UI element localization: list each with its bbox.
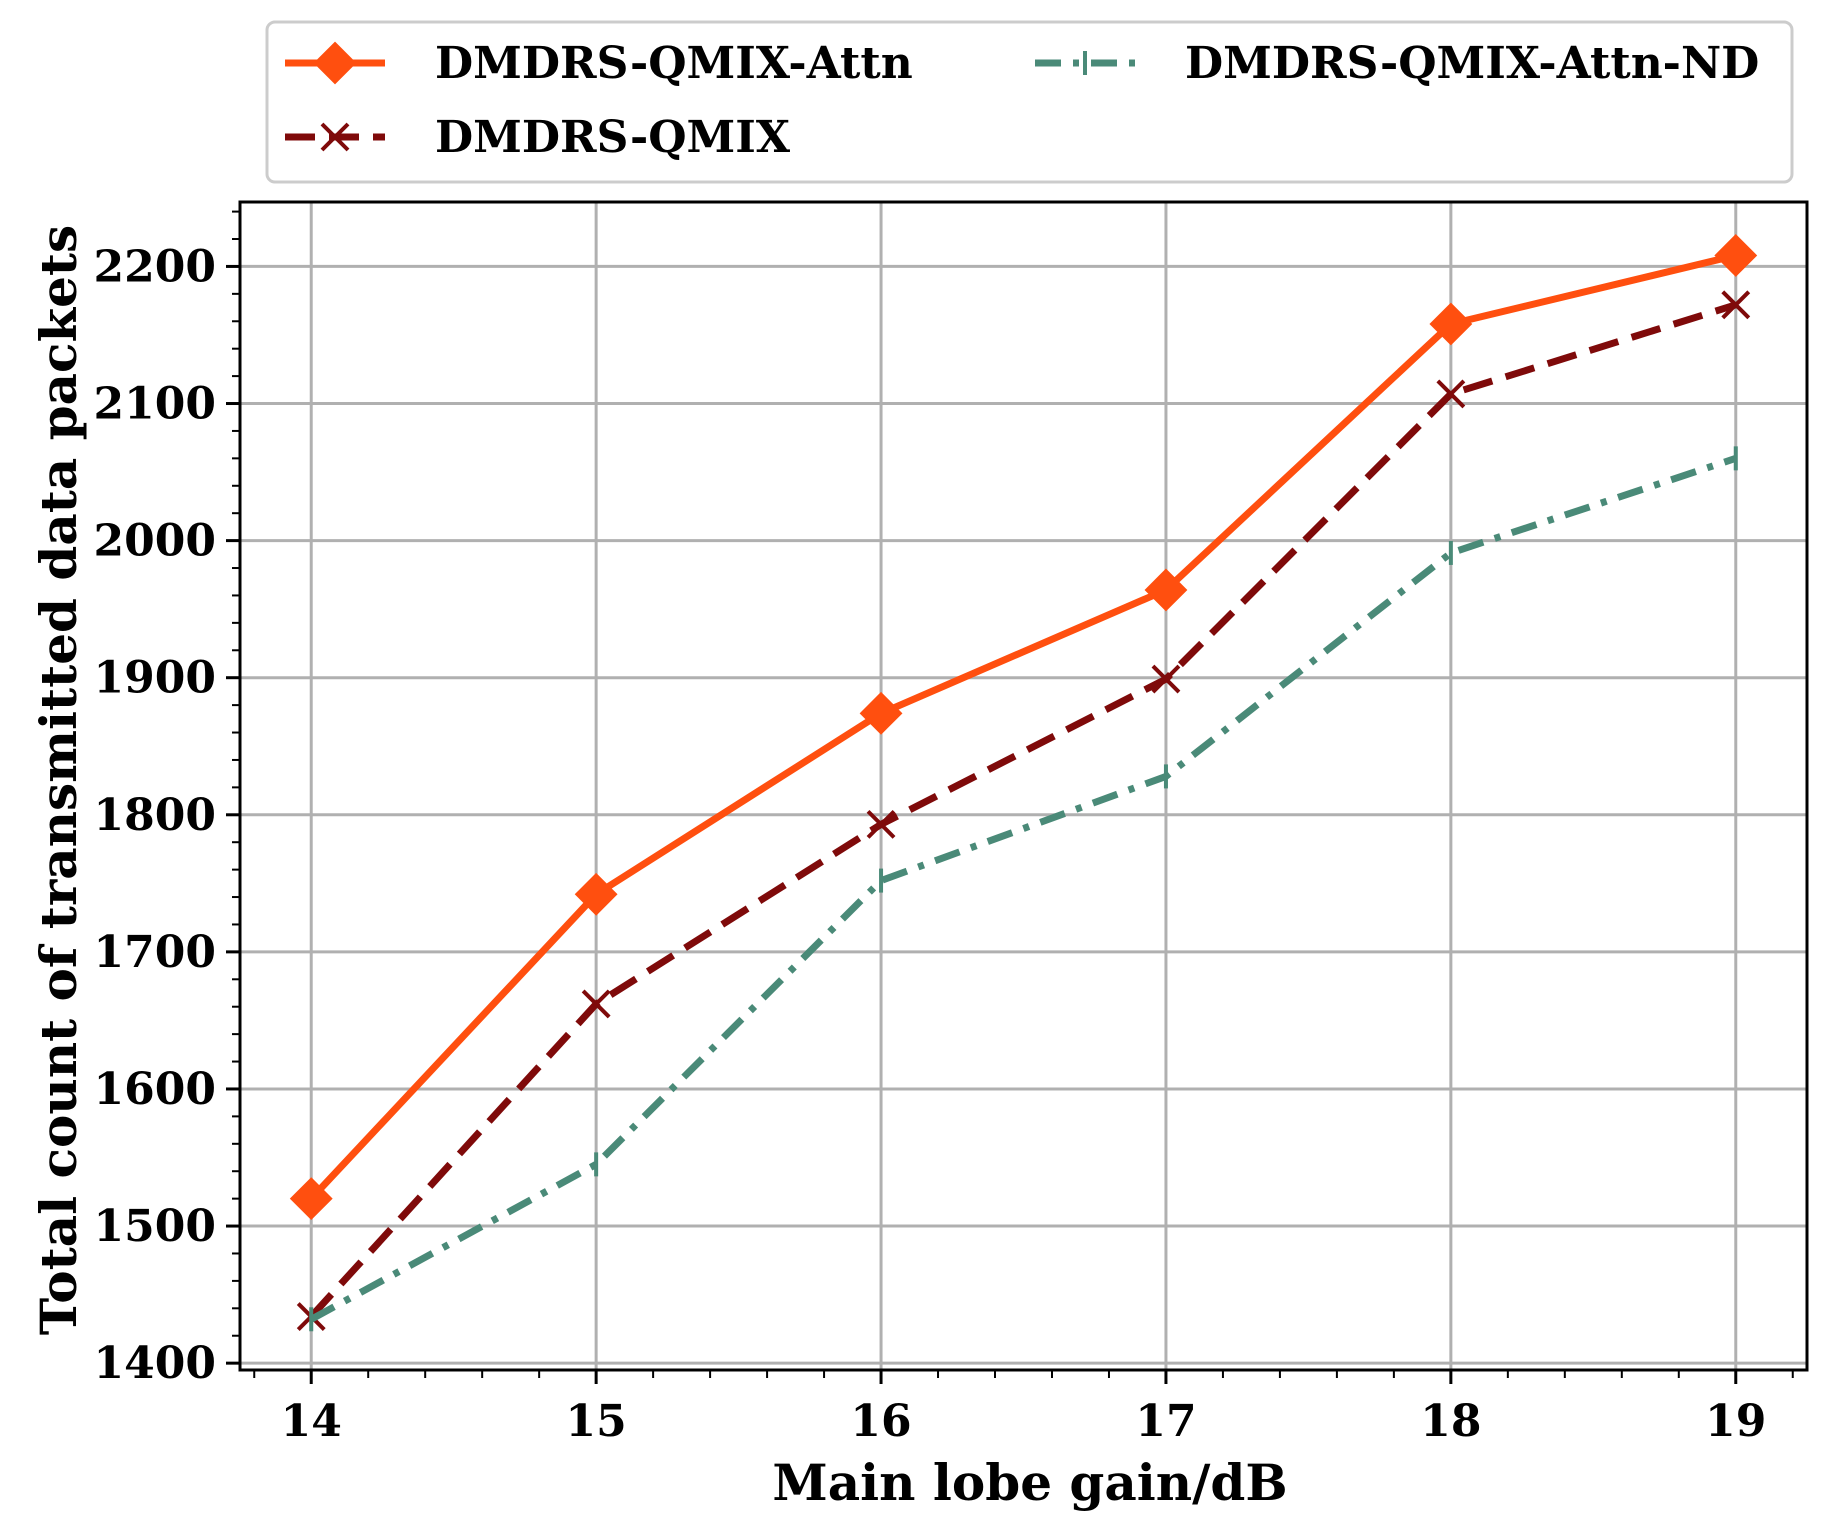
series-layer: [289, 234, 1758, 1332]
series-DMDRS-QMIX-Attn: [289, 234, 1758, 1221]
data-point: [866, 809, 896, 839]
series-DMDRS-QMIX-Attn-ND: [309, 446, 1738, 1332]
series-line: [308, 301, 1737, 1319]
series-line: [308, 252, 1737, 1202]
x-tick-label: 17: [1135, 1396, 1196, 1447]
y-tick-label: 1500: [94, 1201, 216, 1252]
y-tick-label: 1400: [94, 1338, 216, 1389]
legend-label: DMDRS-QMIX-Attn-ND: [1185, 38, 1759, 89]
series-line: [309, 455, 1737, 1323]
x-tick-label: 19: [1705, 1396, 1766, 1447]
legend-label: DMDRS-QMIX: [435, 112, 791, 163]
y-tick-label: 2100: [94, 379, 216, 430]
axis-ticks: 14 15 16 17 18 19 1400 1500 1600 1700 1800 1900 2000…: [94, 210, 1794, 1447]
data-point: [1436, 379, 1466, 409]
x-tick-label: 18: [1420, 1396, 1481, 1447]
x-axis-label: Main lobe gain/dB: [772, 1453, 1287, 1512]
legend-frame: [265, 20, 1794, 184]
legend-marker: [320, 122, 350, 152]
data-point: [1714, 234, 1758, 277]
legend-item: DMDRS-QMIX-Attn-ND: [1035, 38, 1759, 89]
data-point: [289, 1177, 333, 1221]
x-tick-label: 14: [281, 1396, 342, 1447]
y-tick-label: 2000: [94, 516, 216, 567]
y-axis-label: Total count of transmitted data packets: [29, 225, 88, 1335]
y-tick-label: 1700: [94, 927, 216, 978]
plot-area-frame: [238, 200, 1809, 1372]
legend-item: DMDRS-QMIX-Attn: [285, 38, 913, 89]
data-point: [1144, 568, 1188, 612]
grid-lines: [240, 202, 1807, 1370]
data-point: [581, 989, 611, 1019]
data-point: [1721, 290, 1751, 320]
y-tick-label: 1900: [94, 653, 216, 704]
legend: DMDRS-QMIX-Attn DMDRS-QMIX DMDRS-QMIX-Attn…: [265, 20, 1794, 184]
series-DMDRS-QMIX: [296, 290, 1751, 1331]
x-tick-label: 15: [566, 1396, 627, 1447]
data-point: [1429, 302, 1473, 346]
x-tick-label: 16: [850, 1396, 911, 1447]
y-tick-label: 1800: [94, 790, 216, 841]
data-point: [1151, 664, 1181, 694]
data-point: [859, 691, 903, 735]
legend-item: DMDRS-QMIX: [285, 112, 791, 163]
data-point: [574, 872, 618, 916]
legend-marker: [313, 41, 357, 85]
y-tick-label: 2200: [94, 241, 216, 292]
y-tick-label: 1600: [94, 1064, 216, 1115]
legend-label: DMDRS-QMIX-Attn: [435, 38, 913, 89]
